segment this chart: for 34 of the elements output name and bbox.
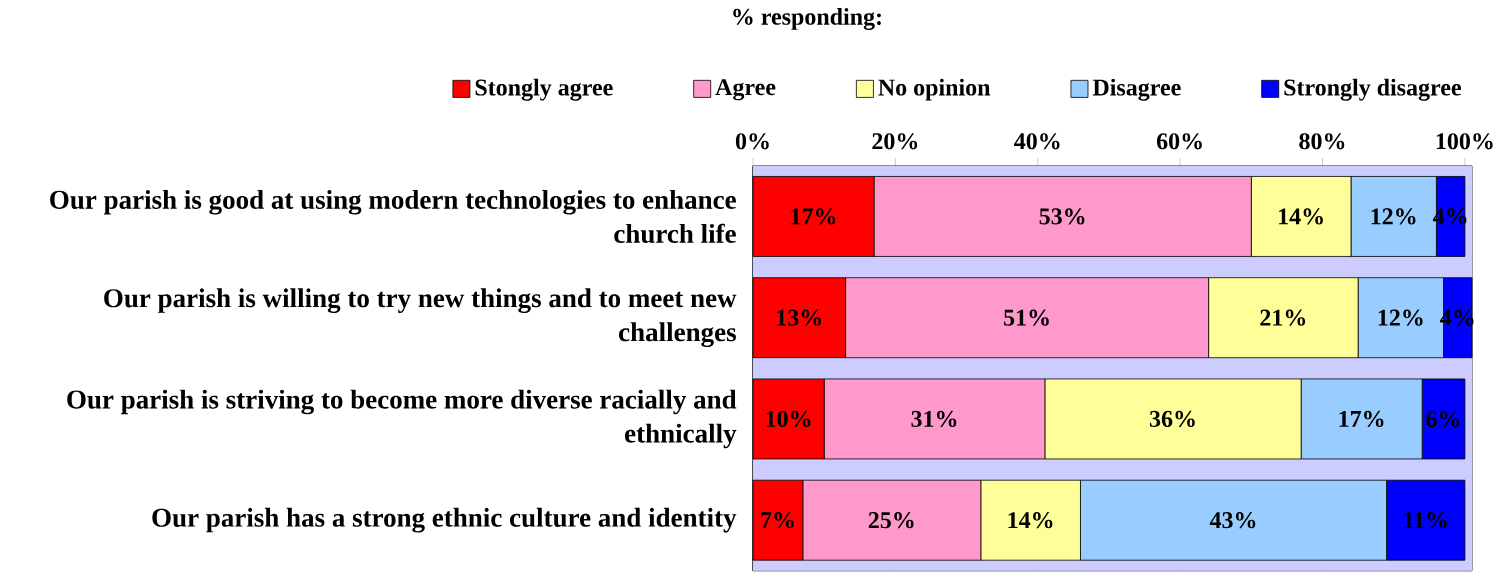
- data-label: 51%: [1004, 309, 1049, 326]
- data-label: 11%: [1404, 512, 1447, 529]
- data-label: 25%: [868, 512, 914, 529]
- data-label: 14%: [1279, 208, 1323, 225]
- data-label: 12%: [1378, 309, 1423, 326]
- data-label: 14%: [1008, 512, 1053, 529]
- y-tick-label: Our parish is good at using modern technologies to enhance church life: [50, 190, 736, 244]
- x-tick-label: 100%: [1436, 133, 1493, 150]
- x-tick-label: 20%: [872, 133, 918, 150]
- x-tick-label: 80%: [1299, 133, 1345, 150]
- x-tick-label: 60%: [1156, 133, 1202, 150]
- data-label: 17%: [1339, 410, 1384, 428]
- legend-label: Strongly disagree: [1284, 78, 1461, 101]
- data-label: 53%: [1039, 208, 1085, 225]
- y-tick-label: Our parish is striving to become more diverse racially and ethnically: [67, 389, 737, 449]
- legend-label: Disagree: [1092, 78, 1181, 101]
- y-tick-label: Our parish has a strong ethnic culture and identity: [152, 507, 737, 533]
- data-label: 7%: [761, 512, 794, 529]
- data-label: 13%: [777, 309, 822, 326]
- legend-label: Stongly agree: [475, 78, 613, 101]
- data-label: 10%: [766, 410, 811, 428]
- data-label: 43%: [1209, 512, 1256, 529]
- data-label: 17%: [791, 208, 836, 225]
- data-label: 6%: [1426, 410, 1460, 428]
- legend-label: Agree: [715, 79, 776, 101]
- chart-title: % responding:: [733, 8, 881, 31]
- data-label: 36%: [1149, 410, 1195, 428]
- y-tick-label: Our parish is willing to try new things and to meet new challenges: [104, 288, 737, 348]
- data-label: 21%: [1260, 309, 1306, 326]
- x-tick-label: 40%: [1014, 133, 1060, 150]
- x-tick-label: 0%: [735, 133, 769, 150]
- data-label: 31%: [911, 410, 957, 428]
- data-label: 12%: [1371, 208, 1416, 225]
- legend-label: No opinion: [878, 78, 991, 101]
